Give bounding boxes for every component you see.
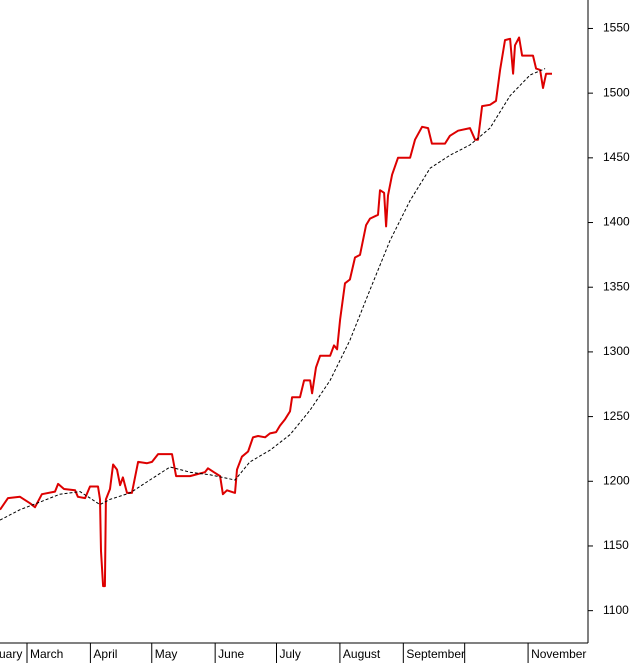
y-tick-label: 1500 bbox=[603, 85, 630, 99]
moving-average-line bbox=[0, 68, 546, 521]
x-tick-label: June bbox=[218, 647, 244, 661]
y-tick-label: 1350 bbox=[603, 279, 630, 293]
y-tick-label: 1450 bbox=[603, 150, 630, 164]
x-tick-label: April bbox=[93, 647, 117, 661]
y-tick-label: 1150 bbox=[603, 538, 629, 552]
y-tick-label: 1100 bbox=[603, 603, 629, 617]
x-tick-label: May bbox=[155, 647, 178, 661]
x-tick-label: September bbox=[406, 647, 465, 661]
y-tick-label: 1250 bbox=[603, 409, 630, 423]
y-tick-label: 1400 bbox=[603, 215, 630, 229]
x-tick-label: uary bbox=[0, 647, 22, 661]
y-tick-label: 1300 bbox=[603, 344, 630, 358]
x-tick-label: August bbox=[343, 647, 381, 661]
price-line bbox=[0, 36, 552, 588]
x-tick-label: March bbox=[30, 647, 63, 661]
y-tick-label: 1550 bbox=[603, 21, 630, 35]
x-tick-label: November bbox=[531, 647, 586, 661]
x-tick-label: July bbox=[280, 647, 301, 661]
y-tick-label: 1200 bbox=[603, 473, 630, 487]
